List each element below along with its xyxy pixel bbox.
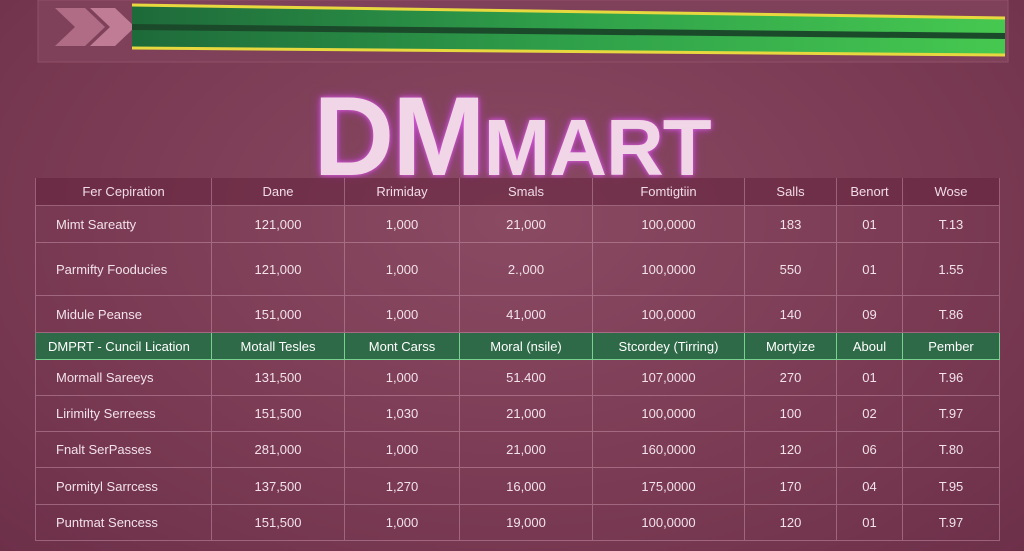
table-cell: T.86 [903, 296, 1000, 333]
table-cell: T.13 [903, 206, 1000, 243]
table-cell: 100,0000 [593, 505, 745, 541]
table-cell: 131,500 [212, 360, 345, 396]
table-cell: 2.,000 [460, 243, 593, 296]
highlight-cell: DMPRT - Cuncil Lication [35, 333, 212, 360]
table-cell: 183 [745, 206, 837, 243]
table-cell: 51.400 [460, 360, 593, 396]
table-cell: 100 [745, 396, 837, 432]
table-cell: Fnalt SerPasses [35, 432, 212, 468]
table-cell: 107,0000 [593, 360, 745, 396]
highlight-cell: Stcordey (Tirring) [593, 333, 745, 360]
banner [37, 0, 1009, 63]
table-cell: 120 [745, 432, 837, 468]
table-cell: 1,000 [345, 505, 460, 541]
table-cell: 21,000 [460, 432, 593, 468]
table-cell: Puntmat Sencess [35, 505, 212, 541]
chevron [55, 8, 105, 46]
table-cell: 02 [837, 396, 903, 432]
highlight-cell: Aboul [837, 333, 903, 360]
stripe-edge [131, 46, 1006, 57]
highlight-cell: Mont Carss [345, 333, 460, 360]
highlight-cell: Motall Tesles [212, 333, 345, 360]
column-header: Fomtigtiin [593, 178, 745, 206]
table-cell: 100,0000 [593, 296, 745, 333]
table-cell: 1,000 [345, 360, 460, 396]
table-cell: 175,0000 [593, 468, 745, 505]
brand-part: MART [483, 103, 712, 192]
table-cell: 121,000 [212, 206, 345, 243]
table-cell: 151,500 [212, 396, 345, 432]
table-cell: 160,0000 [593, 432, 745, 468]
table-cell: 06 [837, 432, 903, 468]
table-cell: 151,500 [212, 505, 345, 541]
table-cell: 1.55 [903, 243, 1000, 296]
table-cell: 41,000 [460, 296, 593, 333]
table-cell: 100,0000 [593, 243, 745, 296]
table-cell: 550 [745, 243, 837, 296]
table-cell: Midule Peanse [35, 296, 212, 333]
highlight-cell: Mortyize [745, 333, 837, 360]
table-cell: 121,000 [212, 243, 345, 296]
table-cell: 04 [837, 468, 903, 505]
column-header: Dane [212, 178, 345, 206]
highlight-cell: Moral (nsile) [460, 333, 593, 360]
column-header: Fer Cepiration [35, 178, 212, 206]
table-cell: 19,000 [460, 505, 593, 541]
column-header: Salls [745, 178, 837, 206]
table-cell: Mormall Sareeys [35, 360, 212, 396]
highlight-cell: Pember [903, 333, 1000, 360]
table-cell: 270 [745, 360, 837, 396]
table-cell: 1,000 [345, 206, 460, 243]
table-cell: 16,000 [460, 468, 593, 505]
column-header: Wose [903, 178, 1000, 206]
stripe-edge [131, 3, 1006, 20]
table-cell: 21,000 [460, 396, 593, 432]
table-cell: 21,000 [460, 206, 593, 243]
table-cell: 01 [837, 243, 903, 296]
table-cell: 1,000 [345, 296, 460, 333]
table-cell: Mimt Sareatty [35, 206, 212, 243]
table-cell: 01 [837, 360, 903, 396]
table-cell: 1,030 [345, 396, 460, 432]
stripe-band [131, 24, 1006, 39]
table-cell: T.97 [903, 396, 1000, 432]
table-cell: Lirimilty Serreess [35, 396, 212, 432]
chevron [90, 8, 135, 46]
table-cell: Pormityl Sarrcess [35, 468, 212, 505]
table-cell: 151,000 [212, 296, 345, 333]
table-cell: T.80 [903, 432, 1000, 468]
table-cell: T.97 [903, 505, 1000, 541]
table-cell: 140 [745, 296, 837, 333]
table-cell: 1,270 [345, 468, 460, 505]
column-header: Rrimiday [345, 178, 460, 206]
table-cell: 1,000 [345, 243, 460, 296]
table-cell: 09 [837, 296, 903, 333]
table-cell: 100,0000 [593, 206, 745, 243]
table-cell: 137,500 [212, 468, 345, 505]
table-cell: 281,000 [212, 432, 345, 468]
table-cell: 01 [837, 206, 903, 243]
table-cell: 100,0000 [593, 396, 745, 432]
table-cell: T.95 [903, 468, 1000, 505]
table-cell: T.96 [903, 360, 1000, 396]
table-cell: 1,000 [345, 432, 460, 468]
column-header: Benort [837, 178, 903, 206]
column-header: Smals [460, 178, 593, 206]
table-cell: 170 [745, 468, 837, 505]
table-cell: Parmifty Fooducies [35, 243, 212, 296]
table-cell: 01 [837, 505, 903, 541]
table-cell: 120 [745, 505, 837, 541]
